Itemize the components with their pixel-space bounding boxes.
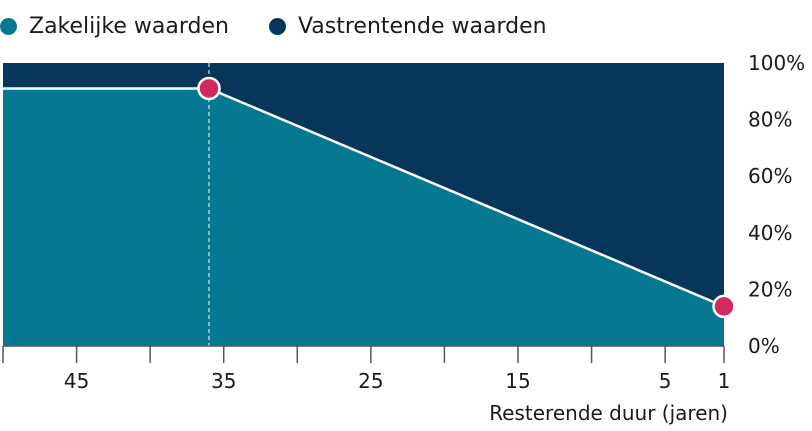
axes: 45 35 25 15 5 1 0% 20% 40% 60% 80% 100% <box>2 51 805 393</box>
legend-label-zakelijke-waarden: Zakelijke waarden <box>29 14 229 39</box>
y-tick-label: 0% <box>748 334 780 358</box>
x-tick-label: 25 <box>358 369 383 393</box>
y-tick-label: 100% <box>748 51 805 75</box>
area-zakelijke-waarden <box>3 88 724 346</box>
x-tick-label: 15 <box>505 369 530 393</box>
x-tick-label: 5 <box>659 369 672 393</box>
y-tick-label: 20% <box>748 277 792 301</box>
legend-item-zakelijke-waarden: Zakelijke waarden <box>0 14 229 39</box>
data-marker-1 <box>712 294 736 319</box>
data-marker-0 <box>197 76 221 101</box>
x-tick-label: 35 <box>211 369 236 393</box>
legend-swatch-zakelijke-waarden <box>0 18 17 35</box>
y-tick-label: 60% <box>748 164 792 188</box>
legend: Zakelijke waarden Vastrentende waarden <box>0 14 587 39</box>
plot-area <box>3 63 736 346</box>
legend-item-vastrentende-waarden: Vastrentende waarden <box>268 14 547 39</box>
y-tick-label: 40% <box>748 221 792 245</box>
y-tick-label: 80% <box>748 108 792 132</box>
legend-label-vastrentende-waarden: Vastrentende waarden <box>297 14 547 39</box>
x-tick-label: 1 <box>718 369 731 393</box>
x-axis-label: Resterende duur (jaren) <box>489 401 728 425</box>
x-tick-label: 45 <box>64 369 89 393</box>
legend-swatch-vastrentende-waarden <box>268 18 286 35</box>
